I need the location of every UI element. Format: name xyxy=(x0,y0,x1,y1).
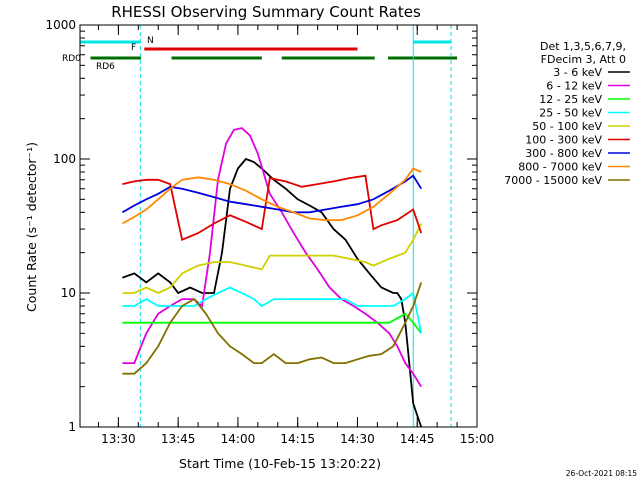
state-label-rd6: RD6 xyxy=(96,62,115,72)
legend-entry-label: 50 - 100 keV xyxy=(532,120,602,133)
legend-entry-label: 7000 - 15000 keV xyxy=(504,174,602,187)
state-label-n: N xyxy=(147,36,154,46)
legend-entry-label: 800 - 7000 keV xyxy=(518,161,602,174)
x-tick-label: 14:45 xyxy=(400,432,435,446)
plot-frame xyxy=(79,24,478,428)
x-axis-label: Start Time (10-Feb-15 13:20:22) xyxy=(179,456,381,471)
y-tick-label: 1000 xyxy=(45,18,76,32)
x-tick-label: 14:30 xyxy=(340,432,375,446)
chart-title: RHESSI Observing Summary Count Rates xyxy=(111,3,421,21)
y-axis-label: Count Rate (s⁻¹ detector⁻¹) xyxy=(24,142,39,312)
series-line-3 xyxy=(122,286,423,334)
timestamp: 26-Oct-2021 08:15 xyxy=(566,469,637,478)
state-label-f: F xyxy=(131,43,136,53)
legend-entry-label: 12 - 25 keV xyxy=(539,93,602,106)
series-line-4 xyxy=(122,223,423,294)
y-tick-label: 100 xyxy=(53,152,76,166)
state-label-rd0: RD0 xyxy=(62,54,81,64)
series-line-5 xyxy=(122,174,423,241)
y-tick-label: 1 xyxy=(68,420,76,434)
x-tick-label: 14:15 xyxy=(280,432,315,446)
legend-entry-label: 3 - 6 keV xyxy=(553,66,602,79)
legend-entry-label: 6 - 12 keV xyxy=(546,80,602,93)
x-tick-label: 14:00 xyxy=(221,432,256,446)
legend-header: Det 1,3,5,6,7,9, xyxy=(540,40,626,53)
series-line-7 xyxy=(121,167,422,225)
series-line-1 xyxy=(122,127,422,388)
y-tick-label: 10 xyxy=(61,286,76,300)
legend-entry-label: 300 - 800 keV xyxy=(525,147,602,160)
x-tick-label: 13:45 xyxy=(161,432,196,446)
legend-header: FDecim 3, Att 0 xyxy=(541,53,626,66)
series-line-6 xyxy=(121,174,422,214)
x-tick-label: 15:00 xyxy=(460,432,495,446)
x-tick-label: 13:30 xyxy=(101,432,136,446)
legend-entry-label: 100 - 300 keV xyxy=(525,134,602,147)
series-line-8 xyxy=(122,282,423,375)
legend-entry-label: 25 - 50 keV xyxy=(539,107,602,120)
series-line-2 xyxy=(122,312,422,334)
